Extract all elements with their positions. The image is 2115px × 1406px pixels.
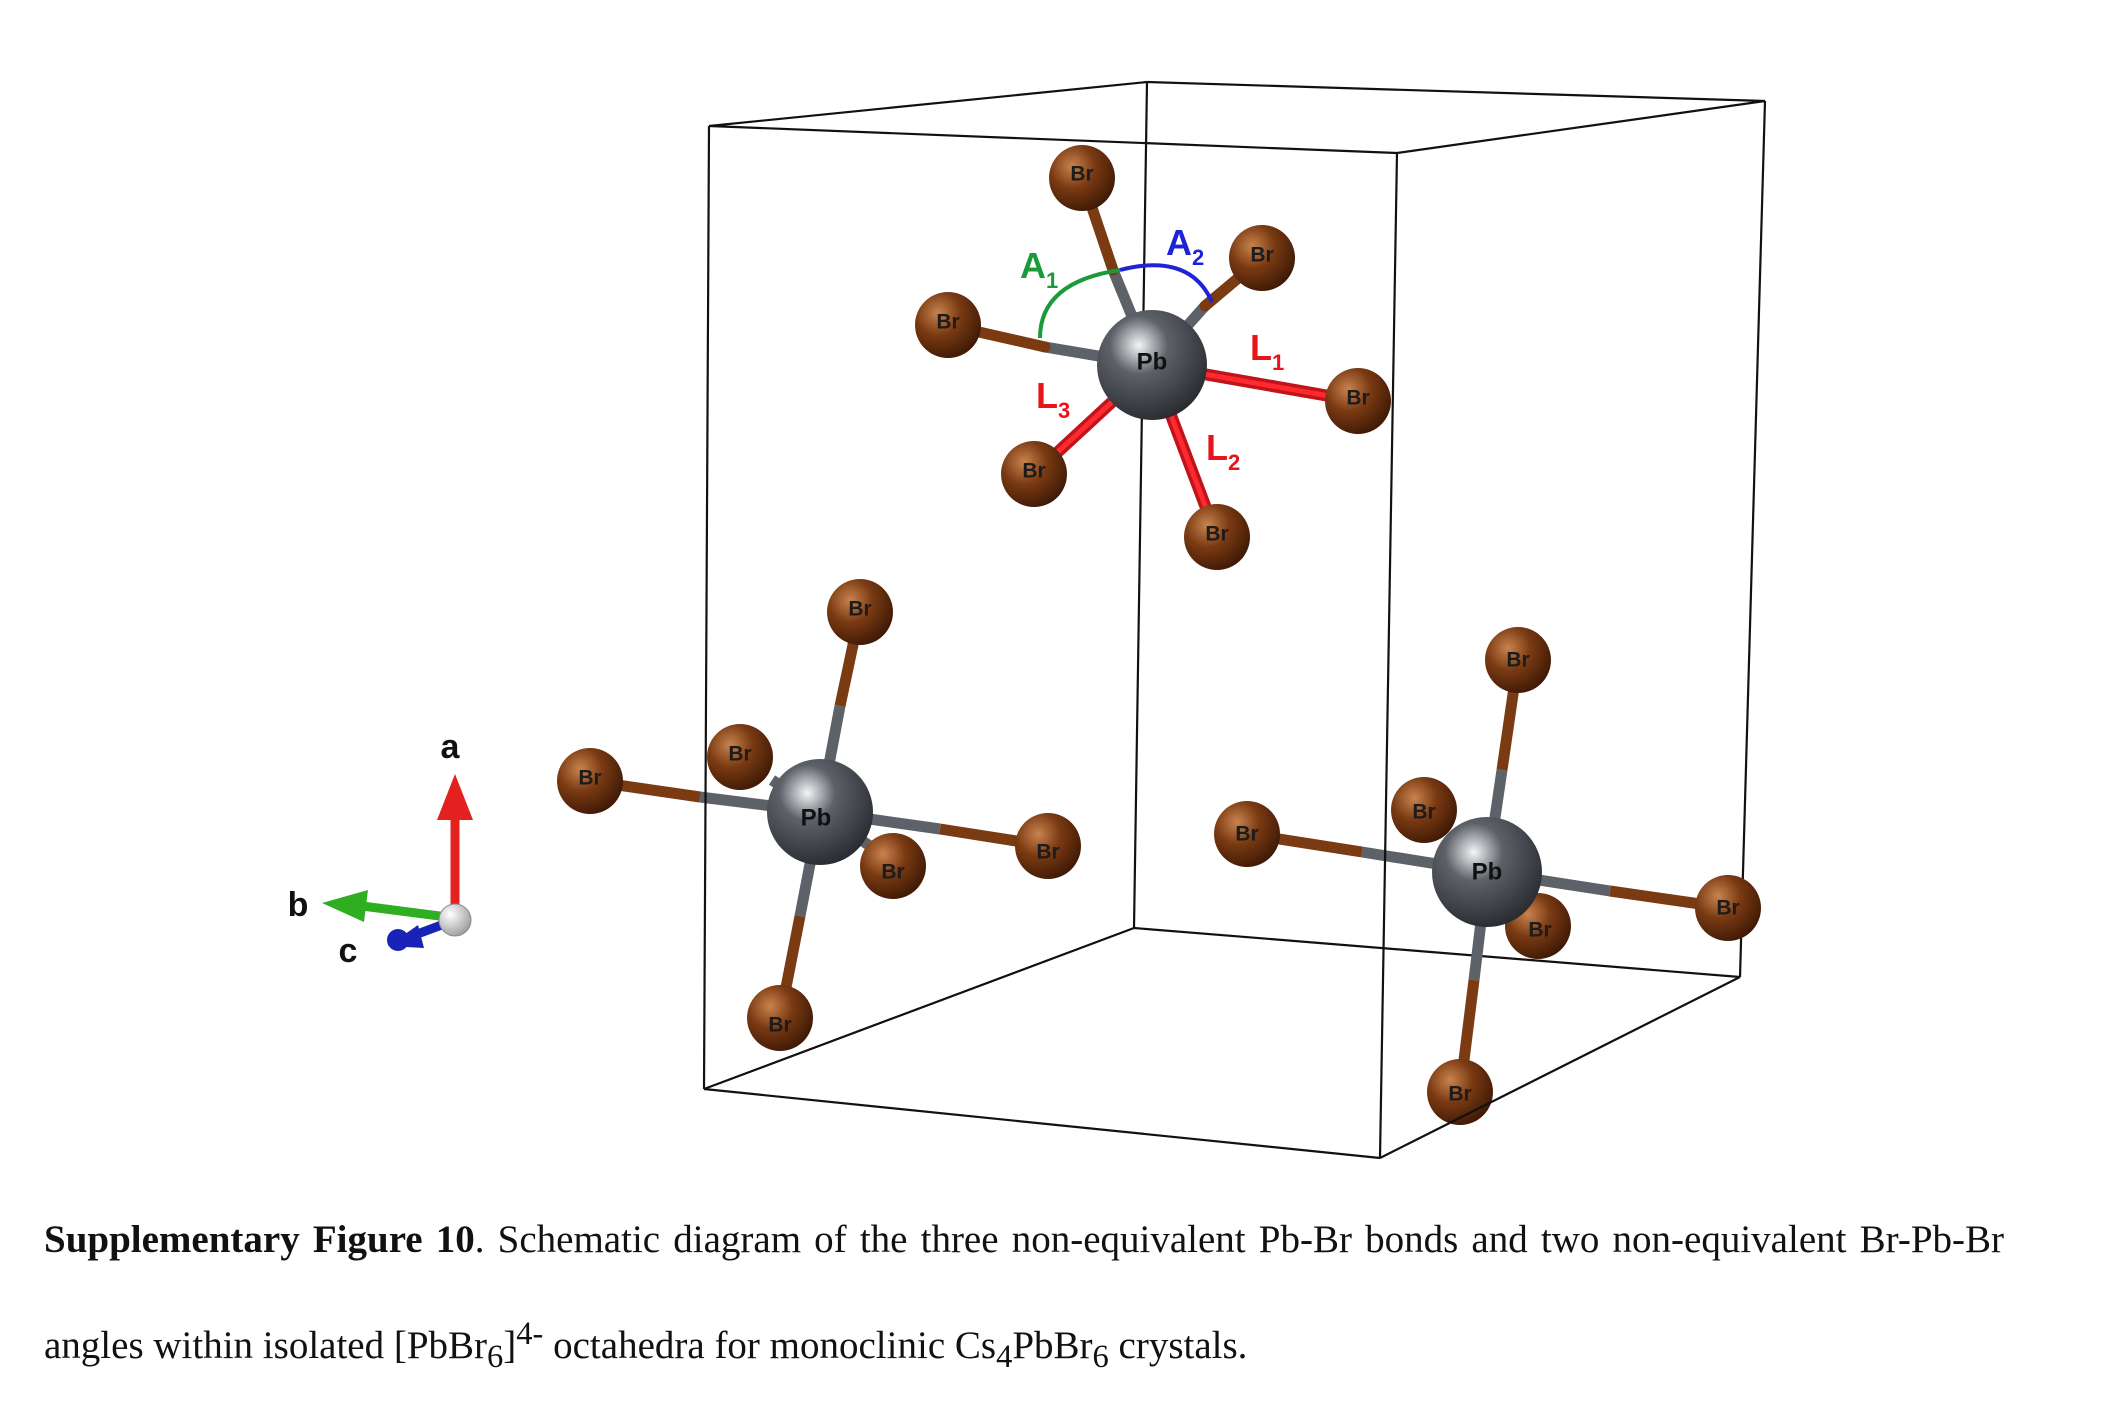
- br-atom: Br: [1695, 875, 1761, 941]
- pb-label: Pb: [801, 805, 832, 832]
- br-label: Br: [728, 743, 751, 766]
- br-atom: Br: [1001, 441, 1067, 507]
- octahedron-right: Br Br Br Br Pb Br Br: [1214, 627, 1761, 1125]
- br-atom: Br: [1015, 813, 1081, 879]
- caption-text-3: octahedra for monoclinic Cs: [543, 1324, 997, 1367]
- br-atom: Br: [747, 985, 813, 1051]
- caption-text-4: PbBr: [1012, 1324, 1093, 1367]
- octahedron-left: Br Br Br Br Pb Br Br: [557, 579, 1081, 1051]
- axis-origin: [438, 903, 472, 937]
- axis-label-a: a: [441, 728, 461, 766]
- axis-a-arrowhead: [437, 774, 473, 820]
- br-label: Br: [1022, 460, 1045, 483]
- br-atom: Br: [1325, 368, 1391, 434]
- br-label: Br: [1528, 919, 1551, 942]
- caption-text-5: crystals.: [1108, 1324, 1248, 1367]
- cell-edge: [1738, 100, 1767, 978]
- pb-atom: Pb: [767, 759, 873, 865]
- br-atom: Br: [1485, 627, 1551, 693]
- br-atom: Br: [827, 579, 893, 645]
- br-label: Br: [1070, 163, 1093, 186]
- cell-edge: [703, 926, 1135, 1091]
- angle-arc-a2: [1119, 263, 1214, 303]
- figure-caption: Supplementary Figure 10. Schematic diagr…: [44, 1192, 2004, 1405]
- br-label: Br: [1448, 1083, 1471, 1106]
- label-l3: L3: [1036, 375, 1070, 423]
- caption-sub: 6: [487, 1338, 504, 1375]
- axis-label-b: b: [288, 886, 309, 924]
- label-a2: A2: [1166, 222, 1204, 270]
- axes-indicator: a b c: [288, 728, 473, 970]
- cell-edge: [1378, 152, 1399, 1159]
- br-atom: Br: [1184, 504, 1250, 570]
- unit-cell-box: [703, 80, 1767, 1091]
- cell-edge: [1132, 81, 1149, 929]
- cell-edge: [708, 124, 1398, 155]
- caption-sup: 4-: [516, 1316, 544, 1352]
- caption-sub: 6: [1092, 1338, 1109, 1375]
- caption-text-2: ]: [503, 1324, 517, 1367]
- pb-label: Pb: [1472, 859, 1503, 886]
- cell-edge: [1146, 80, 1766, 103]
- label-a1: A1: [1020, 245, 1058, 293]
- cell-edge: [703, 1087, 1381, 1160]
- cell-edge: [702, 125, 711, 1090]
- br-atom: Br: [707, 724, 773, 790]
- br-atom: Br: [1229, 225, 1295, 291]
- br-label: Br: [1412, 801, 1435, 824]
- unit-cell-front: [702, 99, 1766, 1160]
- br-label: Br: [848, 598, 871, 621]
- br-atom: Br: [1049, 145, 1115, 211]
- br-atom: Br: [915, 292, 981, 358]
- br-label: Br: [936, 311, 959, 334]
- br-atom: Br: [1391, 777, 1457, 843]
- br-atom: Br: [860, 833, 926, 899]
- br-label: Br: [881, 861, 904, 884]
- br-label: Br: [1250, 244, 1273, 267]
- caption-figure-number: Supplementary Figure 10: [44, 1218, 475, 1261]
- br-atom: Br: [557, 748, 623, 814]
- pb-label: Pb: [1137, 349, 1168, 376]
- br-label: Br: [1235, 823, 1258, 846]
- br-atom: Br: [1427, 1059, 1493, 1125]
- axis-b-arrowhead: [322, 890, 368, 922]
- cell-edge: [708, 80, 1148, 128]
- angle-arc-a1: [1038, 268, 1121, 339]
- br-label: Br: [1716, 897, 1739, 920]
- br-label: Br: [1036, 841, 1059, 864]
- cell-edge: [1396, 99, 1766, 155]
- axis-label-c: c: [339, 932, 358, 970]
- caption-sub: 4: [996, 1338, 1013, 1375]
- br-label: Br: [578, 767, 601, 790]
- label-l2: L2: [1206, 427, 1240, 475]
- br-label: Br: [1205, 523, 1228, 546]
- br-label: Br: [1346, 387, 1369, 410]
- label-l1: L1: [1250, 327, 1284, 375]
- br-atom: Br: [1214, 801, 1280, 867]
- axis-c-tip: [387, 929, 409, 951]
- br-label: Br: [768, 1014, 791, 1037]
- cell-edge: [1379, 976, 1741, 1159]
- br-label: Br: [1506, 649, 1529, 672]
- caption-text-1: . Schematic diagram of the three non-equ…: [44, 1218, 2004, 1367]
- pb-atom: Pb: [1432, 817, 1542, 927]
- octahedron-top: Br Br Br Pb Br Br Br A1 A2 L1: [915, 145, 1391, 570]
- pb-atom: Pb: [1097, 310, 1207, 420]
- cell-edge: [1133, 926, 1741, 979]
